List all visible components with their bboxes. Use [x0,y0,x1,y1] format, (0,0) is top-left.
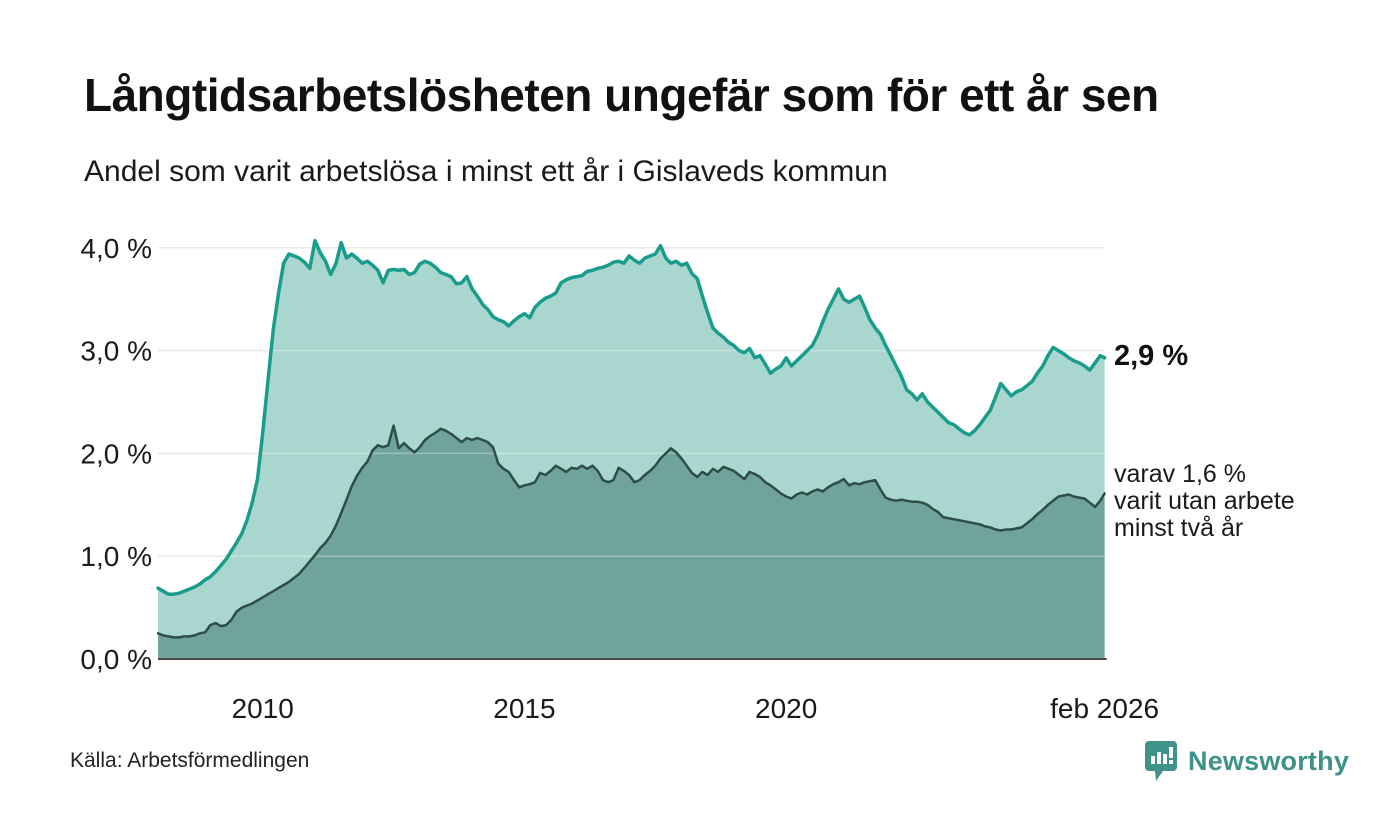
page-title: Långtidsarbetslösheten ungefär som för e… [84,69,1159,121]
two-year-annotation-line1: varav 1,6 % [1114,460,1247,488]
y-tick-label: 2,0 % [80,438,152,469]
y-tick-label: 3,0 % [80,336,152,367]
x-tick-label: 2015 [493,693,555,724]
two-year-annotation-line2: varit utan arbete [1114,487,1295,515]
y-tick-label: 0,0 % [80,644,152,675]
newsworthy-bubble-chart-icon [1144,740,1178,782]
newsworthy-wordmark: Newsworthy [1188,745,1350,776]
source-attribution: Källa: Arbetsförmedlingen [70,749,310,772]
line-one-year [156,238,1107,596]
y-tick-label: 4,0 % [80,233,152,264]
two-year-annotation-line3: minst två år [1114,514,1244,542]
x-tick-label: 2020 [755,693,817,724]
newsworthy-logo: Newsworthy [1144,740,1349,782]
page-subtitle: Andel som varit arbetslösa i minst ett å… [84,155,888,188]
two-year-annotation: varav 1,6 % varit utan arbete minst två … [1114,461,1295,542]
line-two-year [156,424,1106,639]
y-tick-label: 1,0 % [80,541,152,572]
x-tick-label: feb 2026 [1050,693,1159,724]
area-two-year [158,425,1105,659]
x-tick-label: 2010 [232,693,294,724]
latest-value-label: 2,9 % [1114,340,1189,372]
